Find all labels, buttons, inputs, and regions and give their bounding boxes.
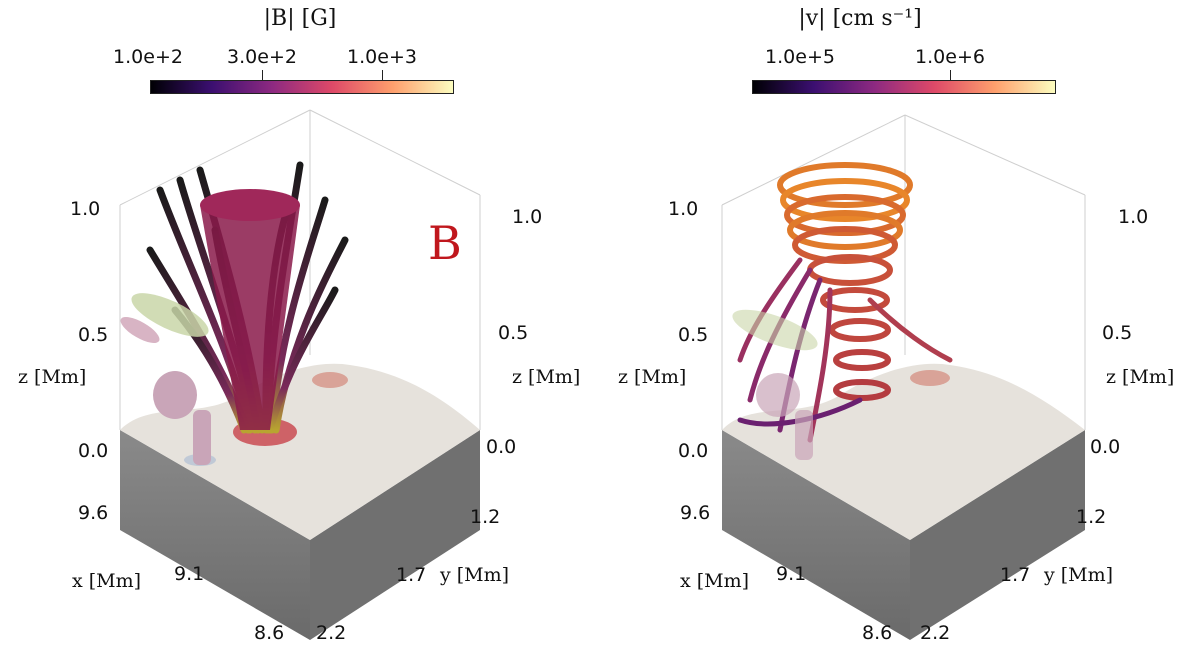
box-front-left-side xyxy=(722,430,910,640)
z-axis-label-right: z [Mm] xyxy=(512,366,581,388)
colorbar-tick: 1.0e+6 xyxy=(915,46,985,68)
x-tick: 9.1 xyxy=(174,563,205,585)
colorbar-tick: 1.0e+5 xyxy=(765,46,835,68)
x-axis-label: x [Mm] xyxy=(680,570,750,592)
z-tick-right: 0.5 xyxy=(498,322,529,344)
magnetic-field-3d-render xyxy=(119,109,481,640)
z-axis-label-right: z [Mm] xyxy=(1106,366,1175,388)
z-tick-right: 0.0 xyxy=(486,436,517,458)
colorbar-tick: 1.0e+2 xyxy=(113,46,183,68)
z-tick-left: 0.5 xyxy=(78,324,109,346)
z-tick-left: 0.0 xyxy=(678,440,709,462)
photosphere-surface xyxy=(120,363,480,540)
y-tick: 1.7 xyxy=(396,564,427,586)
colorbar-tick: 3.0e+2 xyxy=(227,46,297,68)
y-axis-label: y [Mm] xyxy=(440,564,510,586)
colorbar-title-b: |B| [G] xyxy=(263,6,337,31)
x-tick: 9.6 xyxy=(680,502,711,524)
box-front-right-side xyxy=(310,430,480,640)
colorbar-tick-mark xyxy=(950,70,951,80)
bounding-box-wireframe xyxy=(119,109,481,430)
z-axis-label-left: z [Mm] xyxy=(618,366,687,388)
colorbar-tick-mark xyxy=(262,70,263,80)
z-tick-right: 1.0 xyxy=(512,206,543,228)
velocity-streamlines xyxy=(737,162,953,443)
colorbar-tick-mark xyxy=(382,70,383,80)
z-tick-right: 0.0 xyxy=(1090,436,1121,458)
box-front-right-side xyxy=(910,430,1085,640)
x-tick: 8.6 xyxy=(862,622,893,644)
x-tick: 9.6 xyxy=(78,502,109,524)
colorbar-tick: 1.0e+3 xyxy=(347,46,417,68)
x-tick: 9.1 xyxy=(776,563,807,585)
z-tick-left: 1.0 xyxy=(70,198,101,220)
z-tick-right: 0.5 xyxy=(1102,322,1133,344)
z-tick-left: 1.0 xyxy=(668,198,699,220)
box-front-left-side xyxy=(120,430,310,640)
flux-tube-isosurface xyxy=(200,205,300,430)
x-tick: 8.6 xyxy=(254,622,285,644)
y-tick: 1.2 xyxy=(470,506,501,528)
panel-letter: B xyxy=(428,216,462,270)
y-tick: 2.2 xyxy=(920,622,951,644)
pink-isosurface xyxy=(153,371,197,419)
pink-isosurface xyxy=(795,410,813,460)
green-isosurface xyxy=(131,293,209,337)
photosphere-surface xyxy=(722,363,1085,540)
z-tick-left: 0.0 xyxy=(78,440,109,462)
y-tick: 1.2 xyxy=(1076,506,1107,528)
x-axis-label: x [Mm] xyxy=(72,570,142,592)
z-axis-label-left: z [Mm] xyxy=(18,366,87,388)
bounding-box-wireframe xyxy=(721,114,1086,430)
colorbar-b xyxy=(150,80,454,94)
z-tick-right: 1.0 xyxy=(1118,206,1149,228)
pink-isosurface xyxy=(756,373,800,417)
left-panel-magnetic-field: |B| [G] 1.0e+2 3.0e+2 1.0e+3 xyxy=(18,6,581,644)
colorbar-title-v: |v| [cm s⁻¹] xyxy=(798,6,922,31)
pink-isosurface xyxy=(193,410,211,465)
velocity-field-3d-render xyxy=(721,114,1086,640)
z-tick-left: 0.5 xyxy=(678,324,709,346)
pink-isosurface xyxy=(120,317,160,343)
colorbar-v xyxy=(752,80,1056,94)
y-tick: 2.2 xyxy=(316,622,347,644)
right-panel-velocity-field: |v| [cm s⁻¹] 1.0e+5 1.0e+6 xyxy=(600,0,1200,652)
green-isosurface xyxy=(732,309,818,351)
y-tick: 1.7 xyxy=(1000,564,1031,586)
flux-tube-top xyxy=(200,189,300,221)
y-axis-label: y [Mm] xyxy=(1044,564,1114,586)
